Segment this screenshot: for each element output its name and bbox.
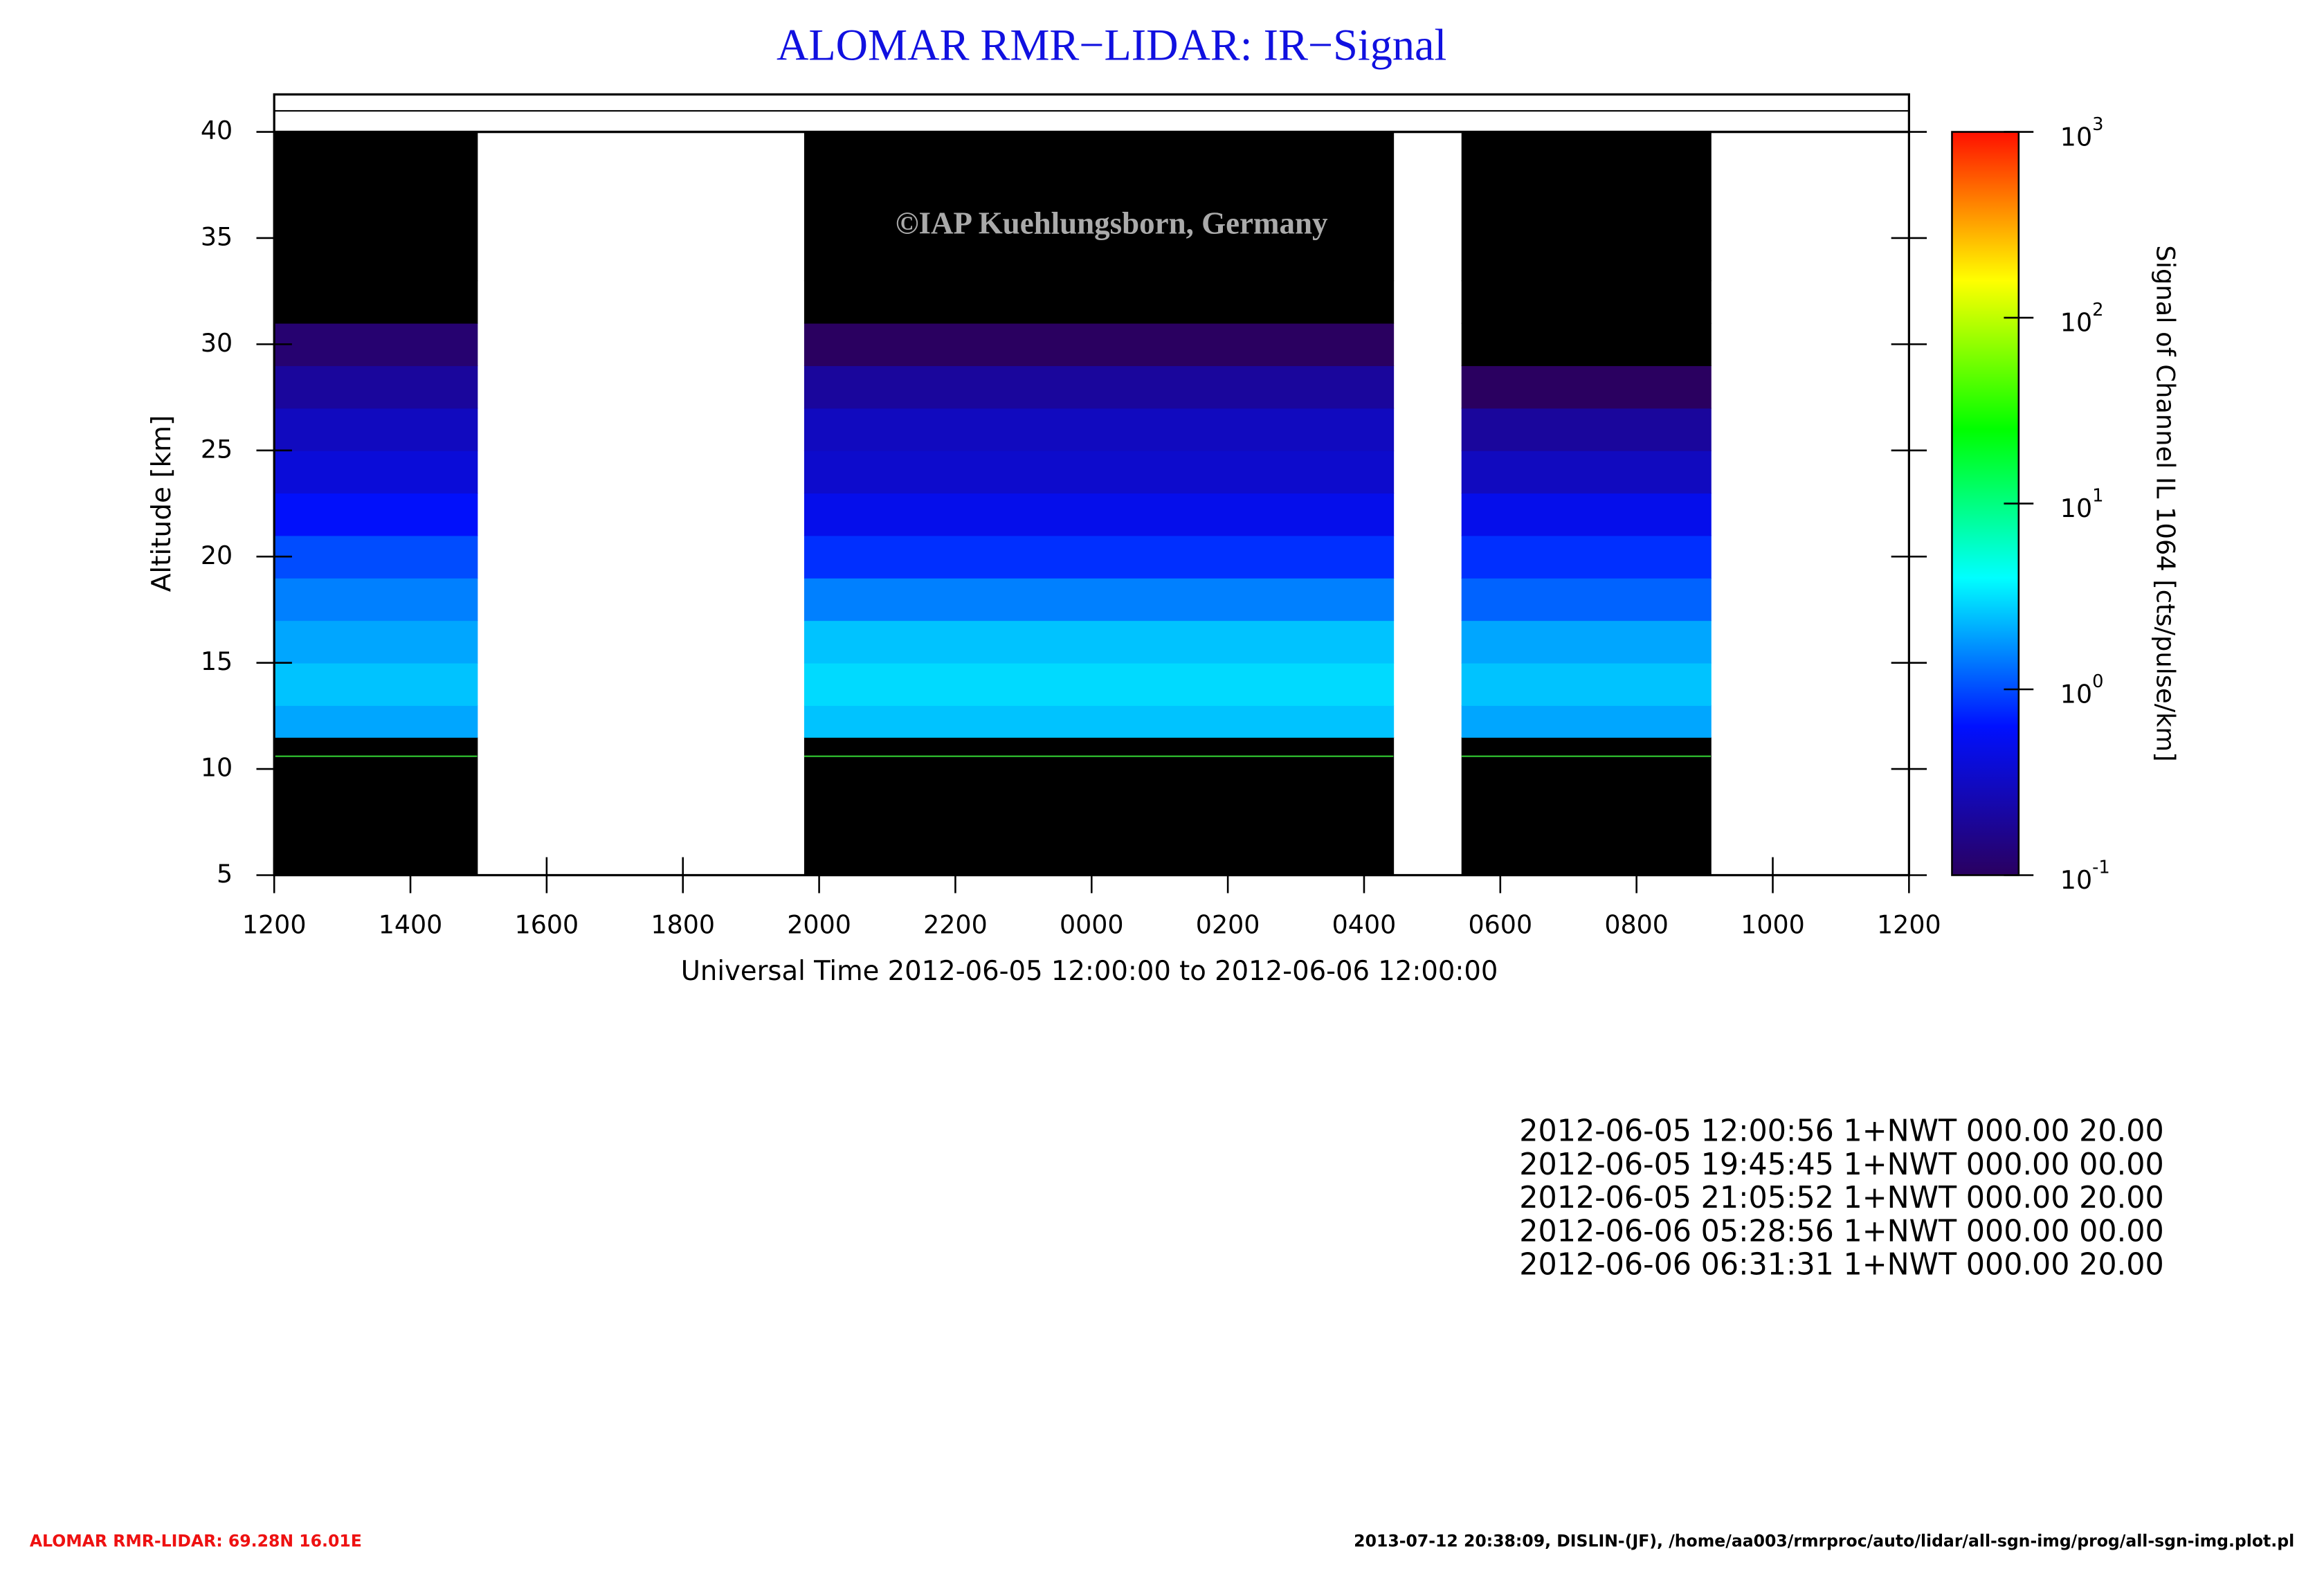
heatmap-cell: [804, 577, 1395, 622]
colorbar-tick-label: 101: [2060, 485, 2104, 523]
heatmap-cell: [274, 323, 478, 366]
tick-exponent: 0: [2092, 671, 2103, 692]
heatmap-cell: [274, 365, 478, 409]
heatmap-cell: [804, 280, 1395, 324]
log-line: 2012-06-06 05:28:56 1+NWT 000.00 00.00: [1519, 1214, 2163, 1249]
heatmap-cell: [274, 577, 478, 622]
y-axis-label: Altitude [km]: [146, 415, 177, 592]
tick-exponent: 3: [2092, 114, 2103, 134]
heatmap-cell: [1461, 535, 1712, 579]
colorbar-tick-label: 103: [2060, 114, 2104, 152]
heatmap-cell: [274, 280, 478, 324]
y-tick-label: 15: [201, 646, 233, 676]
tick-exponent: 1: [2092, 485, 2103, 506]
colorbar-tick-label: 102: [2060, 300, 2104, 338]
x-tick-label: 0800: [1604, 909, 1669, 939]
heatmap-cell: [804, 131, 1395, 282]
colorbar-label: Signal of Channel IL 1064 [cts/pulse/km]: [2150, 245, 2180, 761]
heatmap-cell: [804, 323, 1395, 366]
heatmap-cell: [1461, 365, 1712, 409]
watermark: ©IAP Kuehlungsborn, Germany: [896, 206, 1328, 240]
heatmap-cell: [1461, 662, 1712, 706]
y-tick-label: 20: [201, 541, 233, 570]
heatmap-cell: [1461, 450, 1712, 494]
log-line: 2012-06-05 12:00:56 1+NWT 000.00 20.00: [1519, 1114, 2163, 1148]
tick-exponent: -1: [2092, 857, 2110, 878]
heatmap-cell: [274, 450, 478, 494]
heatmap-cell: [804, 450, 1395, 494]
heatmap-cell: [804, 408, 1395, 451]
x-tick-label: 1800: [651, 909, 715, 939]
footer-right: 2013-07-12 20:38:09, DISLIN-(JF), /home/…: [1354, 1531, 2294, 1550]
heatmap-cell: [804, 705, 1395, 738]
heatmap-cell: [1461, 131, 1712, 282]
heatmap-cell: [1461, 577, 1712, 622]
heatmap-cell: [274, 408, 478, 451]
log-line: 2012-06-06 06:31:31 1+NWT 000.00 20.00: [1519, 1247, 2163, 1282]
y-tick-label: 5: [217, 859, 233, 889]
footer-left: ALOMAR RMR-LIDAR: 69.28N 16.01E: [30, 1531, 362, 1550]
tick-base: 10: [2060, 865, 2092, 895]
heatmap-cell: [1461, 280, 1712, 324]
y-tick-label: 10: [201, 752, 233, 782]
y-tick-label: 40: [201, 116, 233, 145]
x-tick-label: 1600: [515, 909, 579, 939]
x-tick-label: 0600: [1469, 909, 1533, 939]
colorbar-tick-label: 10-1: [2060, 857, 2110, 895]
log-line: 2012-06-05 21:05:52 1+NWT 000.00 20.00: [1519, 1181, 2163, 1215]
heatmap-cell: [274, 705, 478, 738]
x-tick-label: 1200: [1877, 909, 1941, 939]
heatmap-cell: [274, 535, 478, 579]
availability-strip: [273, 93, 1910, 134]
heatmap-cell: [1461, 737, 1712, 876]
y-tick-label: 35: [201, 221, 233, 251]
heatmap-cell: [1461, 408, 1712, 451]
heatmap-cell: [1461, 620, 1712, 664]
heatmap-cell: [274, 493, 478, 536]
x-tick-label: 2200: [923, 909, 988, 939]
tick-base: 10: [2060, 679, 2092, 709]
chart-title: ALOMAR RMR−LIDAR: IR−Signal: [777, 19, 1446, 69]
x-tick-label: 0200: [1196, 909, 1260, 939]
heatmap-cell: [274, 662, 478, 706]
heatmap-cell: [1461, 323, 1712, 366]
heatmap-cell: [1461, 493, 1712, 536]
heatmap-cell: [274, 620, 478, 664]
heatmap-cell: [804, 493, 1395, 536]
y-tick-label: 30: [201, 328, 233, 358]
heatmap-cell: [804, 620, 1395, 664]
tick-base: 10: [2060, 307, 2092, 337]
tick-base: 10: [2060, 122, 2092, 152]
heatmap-cell: [804, 662, 1395, 706]
heatmap-cell: [804, 535, 1395, 579]
y-tick-label: 25: [201, 434, 233, 464]
x-tick-label: 2000: [787, 909, 851, 939]
heatmap-cell: [1461, 705, 1712, 738]
log-line: 2012-06-05 19:45:45 1+NWT 000.00 00.00: [1519, 1148, 2163, 1182]
x-tick-label: 0000: [1060, 909, 1124, 939]
tick-exponent: 2: [2092, 300, 2103, 320]
heatmap-cell: [274, 131, 478, 282]
tick-base: 10: [2060, 493, 2092, 523]
x-axis-label: Universal Time 2012-06-05 12:00:00 to 20…: [681, 956, 1498, 987]
x-tick-label: 1400: [379, 909, 443, 939]
x-tick-label: 0400: [1332, 909, 1397, 939]
colorbar-tick-label: 100: [2060, 671, 2104, 709]
heatmap-cell: [804, 737, 1395, 876]
heatmap-cell: [804, 365, 1395, 409]
x-tick-label: 1200: [242, 909, 307, 939]
heatmap-cell: [274, 737, 478, 876]
x-tick-label: 1000: [1741, 909, 1805, 939]
